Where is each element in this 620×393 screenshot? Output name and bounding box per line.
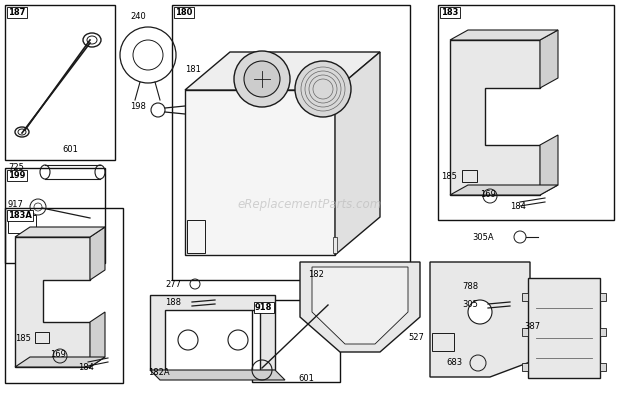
Bar — [333, 237, 337, 253]
Polygon shape — [15, 227, 105, 237]
Text: 180: 180 — [175, 8, 192, 17]
Circle shape — [468, 300, 492, 324]
Text: 184: 184 — [510, 202, 526, 211]
Polygon shape — [300, 262, 420, 352]
Polygon shape — [430, 262, 530, 377]
Text: 601: 601 — [298, 374, 314, 383]
Circle shape — [295, 61, 351, 117]
Text: 184: 184 — [78, 363, 94, 372]
Text: 185: 185 — [441, 172, 457, 181]
Text: 305A: 305A — [472, 233, 494, 242]
Bar — [5, 5, 115, 160]
Polygon shape — [335, 52, 380, 255]
Text: 183A: 183A — [8, 211, 32, 220]
Text: 182: 182 — [308, 270, 324, 279]
Text: 240: 240 — [130, 12, 146, 21]
Polygon shape — [15, 237, 90, 367]
Polygon shape — [15, 357, 105, 367]
Polygon shape — [90, 227, 105, 280]
Bar — [522, 328, 528, 336]
Text: 725: 725 — [8, 163, 24, 172]
Text: 788: 788 — [462, 282, 478, 291]
Polygon shape — [150, 370, 285, 380]
Polygon shape — [540, 135, 558, 195]
Text: 305: 305 — [462, 300, 478, 309]
Bar — [8, 215, 36, 233]
Bar — [600, 363, 606, 371]
Text: 601: 601 — [62, 145, 78, 154]
Bar — [438, 5, 614, 220]
Text: 199: 199 — [8, 171, 25, 180]
Text: 169: 169 — [480, 190, 496, 199]
Text: 198: 198 — [130, 102, 146, 111]
Text: 185: 185 — [15, 334, 31, 343]
Bar — [522, 363, 528, 371]
Bar — [600, 293, 606, 301]
Circle shape — [178, 330, 198, 350]
Text: 917: 917 — [8, 200, 24, 209]
Bar — [5, 208, 123, 383]
Text: 169: 169 — [50, 350, 66, 359]
Polygon shape — [450, 185, 558, 195]
Bar — [252, 300, 340, 382]
Text: 182A: 182A — [148, 368, 170, 377]
Circle shape — [234, 51, 290, 107]
Text: 683: 683 — [446, 358, 462, 367]
Circle shape — [244, 61, 280, 97]
Text: 181: 181 — [185, 65, 201, 74]
Bar — [432, 333, 454, 351]
Polygon shape — [450, 30, 558, 40]
Polygon shape — [90, 312, 105, 367]
Bar — [600, 328, 606, 336]
Polygon shape — [540, 30, 558, 88]
Text: 918: 918 — [255, 303, 272, 312]
Polygon shape — [450, 40, 540, 195]
Text: 277: 277 — [165, 280, 181, 289]
Text: eReplacementParts.com: eReplacementParts.com — [238, 198, 382, 211]
Bar — [172, 5, 410, 280]
Bar — [185, 90, 335, 255]
Bar — [462, 170, 477, 182]
Bar — [35, 332, 49, 343]
Bar — [187, 220, 205, 253]
Circle shape — [228, 330, 248, 350]
Polygon shape — [150, 295, 275, 370]
Bar — [522, 293, 528, 301]
Bar — [528, 278, 600, 378]
Polygon shape — [185, 52, 380, 90]
Text: 387: 387 — [524, 322, 540, 331]
Text: 188: 188 — [165, 298, 181, 307]
Bar — [5, 168, 105, 263]
Text: 183: 183 — [441, 8, 458, 17]
Polygon shape — [312, 267, 408, 344]
Text: 187: 187 — [8, 8, 25, 17]
Text: 527: 527 — [408, 333, 424, 342]
